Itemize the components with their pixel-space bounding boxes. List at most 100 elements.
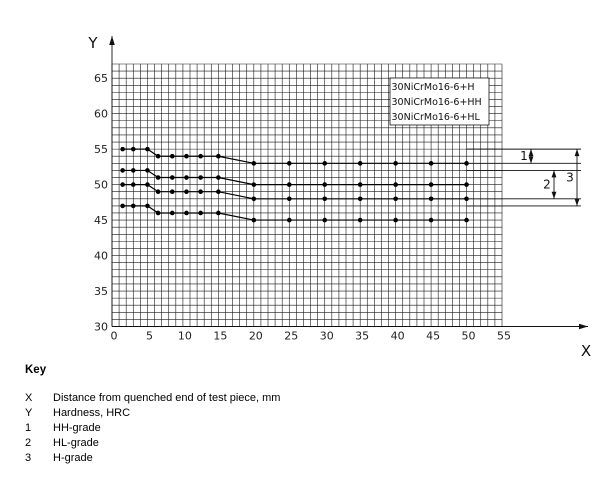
data-point bbox=[120, 146, 125, 152]
band-arrow-bottom-icon bbox=[574, 198, 580, 206]
key-item-3: 3 H-grade bbox=[25, 451, 280, 466]
y-tick-label: 60 bbox=[94, 108, 108, 121]
key-symbol: Y bbox=[25, 407, 33, 419]
x-axis-label: X bbox=[581, 342, 591, 360]
series-1 bbox=[120, 146, 469, 166]
x-tick-label: 30 bbox=[320, 330, 334, 343]
band-2: 2 bbox=[543, 170, 557, 199]
band-label: 1 bbox=[520, 149, 528, 163]
data-point bbox=[322, 217, 328, 223]
band-arrow-bottom-icon bbox=[528, 156, 534, 164]
key-symbol: 1 bbox=[25, 422, 32, 434]
x-tick-label: 0 bbox=[111, 330, 118, 343]
data-point bbox=[357, 161, 363, 166]
key-item-x: X Distance from quenched end of test pie… bbox=[25, 391, 280, 406]
data-point bbox=[393, 161, 398, 166]
key-text: H-grade bbox=[53, 452, 93, 464]
data-point bbox=[216, 153, 221, 159]
data-point bbox=[286, 161, 292, 166]
data-point bbox=[322, 196, 328, 202]
y-tick-label: 65 bbox=[94, 72, 108, 85]
data-point bbox=[169, 210, 175, 216]
data-point bbox=[120, 182, 125, 187]
data-point bbox=[251, 196, 257, 202]
data-point bbox=[145, 182, 150, 187]
data-point bbox=[251, 161, 257, 166]
data-point bbox=[322, 182, 328, 187]
x-tick-label: 35 bbox=[355, 330, 369, 343]
data-point bbox=[155, 210, 161, 216]
data-point bbox=[130, 146, 136, 152]
data-point bbox=[130, 203, 136, 209]
y-tick-label: 45 bbox=[94, 214, 108, 227]
jominy-hardenability-chart: 0 5 10 15 20 25 30 35 40 45 50 55 30 35 40 45 50 55 60 65 X Y… bbox=[87, 34, 591, 360]
x-tick-label: 15 bbox=[213, 330, 227, 343]
data-point bbox=[393, 196, 398, 202]
x-tick-label: 10 bbox=[178, 330, 192, 343]
data-point bbox=[251, 182, 257, 187]
data-point bbox=[357, 196, 363, 202]
y-tick-label: 50 bbox=[94, 179, 108, 192]
data-point bbox=[130, 168, 136, 173]
legend-entry: 30NiCrMo16-6+HH bbox=[392, 97, 482, 108]
data-point bbox=[464, 217, 469, 223]
data-point bbox=[145, 146, 150, 152]
data-point bbox=[428, 196, 434, 202]
y-tick-label: 30 bbox=[94, 321, 108, 334]
y-tick-label: 35 bbox=[94, 285, 108, 298]
x-tick-label: 50 bbox=[462, 330, 476, 343]
key-symbol: 3 bbox=[25, 452, 32, 464]
data-point bbox=[184, 189, 189, 195]
data-point bbox=[216, 175, 221, 180]
data-point bbox=[169, 189, 175, 195]
key-symbol: X bbox=[25, 392, 33, 404]
data-point bbox=[198, 210, 203, 216]
key-text: HH-grade bbox=[53, 422, 101, 434]
band-label: 3 bbox=[566, 171, 574, 185]
data-point bbox=[357, 217, 363, 223]
series-2 bbox=[120, 168, 469, 187]
data-point bbox=[428, 161, 434, 166]
data-point bbox=[169, 153, 175, 159]
x-axis-arrow-icon bbox=[579, 323, 588, 330]
data-point bbox=[357, 182, 363, 187]
series-4 bbox=[120, 203, 469, 223]
key-title: Key bbox=[25, 364, 47, 376]
data-point bbox=[428, 182, 434, 187]
key-text: HL-grade bbox=[53, 437, 99, 449]
data-point bbox=[322, 161, 328, 166]
data-point bbox=[120, 203, 125, 209]
series-3 bbox=[120, 182, 469, 202]
data-point bbox=[120, 168, 125, 173]
band-3: 3 bbox=[566, 149, 580, 206]
key-text: Hardness, HRC bbox=[53, 407, 131, 419]
y-axis-label: Y bbox=[87, 34, 98, 52]
data-point bbox=[145, 168, 150, 173]
data-point bbox=[130, 182, 136, 187]
data-point bbox=[393, 182, 398, 187]
y-axis-arrow-icon bbox=[109, 36, 115, 45]
key-section: Key X Distance from quenched end of test… bbox=[25, 363, 280, 466]
x-tick-label: 20 bbox=[249, 330, 263, 343]
data-point bbox=[184, 175, 189, 180]
band-arrow-top-icon bbox=[551, 170, 557, 178]
data-point bbox=[198, 175, 203, 180]
band-1: 1 bbox=[520, 149, 534, 164]
legend-box bbox=[389, 77, 490, 126]
band-label: 2 bbox=[543, 178, 551, 192]
legend-entry: 30NiCrMo16-6+H bbox=[392, 82, 475, 93]
data-point bbox=[393, 217, 398, 223]
key-text: Distance from quenched end of test piece… bbox=[53, 392, 281, 404]
data-point bbox=[155, 153, 161, 159]
band-arrow-top-icon bbox=[528, 149, 534, 157]
data-point bbox=[286, 182, 292, 187]
x-tick-label: 45 bbox=[426, 330, 440, 343]
data-point bbox=[155, 189, 161, 195]
x-tick-label: 55 bbox=[497, 330, 511, 343]
y-tick-label: 40 bbox=[94, 250, 108, 263]
data-point bbox=[251, 217, 257, 223]
data-point bbox=[155, 175, 161, 180]
data-point bbox=[286, 196, 292, 202]
band-arrow-top-icon bbox=[574, 149, 580, 157]
data-point bbox=[169, 175, 175, 180]
